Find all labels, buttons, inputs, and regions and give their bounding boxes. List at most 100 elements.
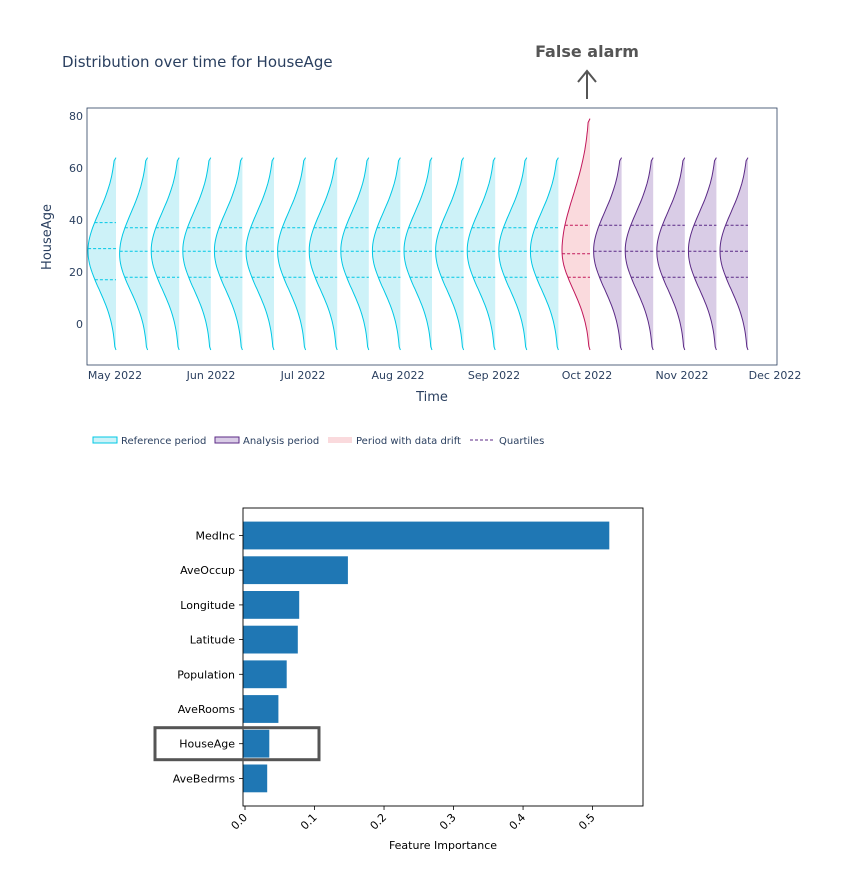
violin-fill	[340, 157, 369, 350]
bar-plot-area	[242, 507, 644, 807]
violin-fill	[182, 157, 211, 350]
violin-outline	[624, 157, 654, 351]
bar-latitude	[243, 625, 298, 654]
violin-fill	[562, 118, 590, 350]
x-tick-label: 0.5	[576, 811, 598, 833]
violin-outline	[687, 157, 717, 351]
x-tick-label: 0.3	[437, 811, 459, 833]
violin-outline	[466, 157, 496, 351]
violin-outline	[277, 157, 307, 351]
violin-outline	[182, 157, 212, 351]
violin-outline	[593, 157, 623, 351]
x-tick-label: Nov 2022	[656, 369, 709, 382]
legend-item-quartiles[interactable]: Quartiles	[470, 436, 544, 447]
y-tick-label-houseage: HouseAge	[179, 738, 235, 751]
x-tick-label: 0.2	[368, 811, 390, 833]
y-tick-label-latitude: Latitude	[190, 634, 236, 647]
violin-outline	[719, 157, 749, 351]
violin-fill	[246, 157, 274, 350]
violin-outline	[213, 157, 243, 351]
violin-outline	[561, 118, 591, 351]
violin-outline	[87, 157, 117, 351]
violin-fill	[467, 157, 496, 350]
violin-outline	[656, 157, 686, 351]
x-tick-label: 0.4	[507, 811, 529, 833]
y-tick-label: 40	[69, 214, 83, 227]
bar-chart: MedInc AveOccup Longitude Latitude Populatio…	[153, 507, 644, 852]
violin-fill	[720, 157, 748, 350]
violin-legend: Reference period Analysis period Period …	[92, 436, 544, 447]
x-tick-label: 0.1	[298, 811, 320, 833]
violin-outline	[403, 157, 433, 351]
violin-outline	[371, 157, 401, 351]
violin-fill	[372, 157, 401, 350]
legend-item-reference[interactable]: Reference period	[92, 436, 206, 447]
bar-houseage	[243, 729, 270, 758]
violin-outline	[150, 157, 180, 351]
legend-item-drift[interactable]: Period with data drift	[328, 436, 461, 447]
x-tick-label: Sep 2022	[468, 369, 520, 382]
violin-fill	[435, 157, 464, 350]
y-tick-label-averooms: AveRooms	[178, 703, 235, 716]
bar-x-ticks: 0.0 0.1 0.2 0.3 0.4 0.5	[229, 806, 598, 832]
legend-label-analysis: Analysis period	[243, 436, 319, 447]
violin-fill	[530, 157, 559, 350]
bar-series	[243, 521, 610, 793]
x-tick-label: Aug 2022	[372, 369, 425, 382]
x-tick-label: Jul 2022	[280, 369, 326, 382]
violin-outline	[119, 157, 149, 351]
bar-x-axis-label: Feature Importance	[389, 839, 497, 852]
legend-label-quartiles: Quartiles	[499, 436, 544, 447]
violin-fill	[214, 157, 243, 350]
bar-avebedrms	[243, 764, 268, 793]
violin-fill	[404, 157, 432, 350]
y-tick-label: 20	[69, 266, 83, 279]
violin-outline	[498, 157, 528, 351]
false-alarm-label: False alarm	[535, 42, 639, 61]
violin-outline	[435, 157, 465, 351]
legend-item-analysis[interactable]: Analysis period	[214, 436, 319, 447]
y-tick-label: 60	[69, 162, 83, 175]
violin-fill	[88, 157, 116, 350]
highlight-box	[153, 726, 321, 762]
violin-outline	[340, 157, 370, 351]
violin-outline	[245, 157, 275, 351]
violin-outline	[529, 157, 559, 351]
violin-y-axis-label: HouseAge	[40, 204, 55, 270]
violin-x-axis-label: Time	[415, 390, 448, 405]
y-tick-label-population: Population	[177, 668, 235, 681]
legend-label-drift: Period with data drift	[356, 436, 461, 447]
violin-fill	[625, 157, 654, 350]
bar-medinc	[243, 521, 610, 550]
false-alarm-arrow-icon	[577, 69, 597, 99]
violin-fill	[309, 157, 338, 350]
y-tick-label-avebedrms: AveBedrms	[173, 772, 235, 785]
violin-x-ticks: May 2022 Jun 2022 Jul 2022 Aug 2022 Sep 2022…	[88, 369, 802, 382]
y-tick-label-aveoccup: AveOccup	[180, 564, 235, 577]
bar-longitude	[243, 591, 300, 619]
legend-label-reference: Reference period	[121, 436, 206, 447]
y-tick-label-medinc: MedInc	[195, 530, 235, 543]
violin-fill	[119, 157, 148, 350]
violin-fill	[498, 157, 527, 350]
violin-y-ticks: 0 20 40 60 80	[69, 110, 83, 331]
x-tick-label: Jun 2022	[186, 369, 236, 382]
bar-population	[243, 660, 287, 689]
y-tick-label-longitude: Longitude	[180, 599, 235, 612]
bar-averooms	[243, 695, 279, 723]
y-tick-label: 80	[69, 110, 83, 123]
violin-fill	[688, 157, 717, 350]
bar-aveoccup	[243, 556, 348, 585]
bar-y-ticks: MedInc AveOccup Longitude Latitude Populatio…	[173, 530, 243, 785]
violin-chart: Distribution over time for HouseAge 0 20 4…	[40, 42, 801, 447]
x-tick-label: 0.0	[229, 811, 251, 833]
violin-fill	[593, 157, 622, 350]
violin-series	[87, 118, 749, 351]
x-tick-label: Dec 2022	[749, 369, 802, 382]
violin-outline	[308, 157, 338, 351]
x-tick-label: May 2022	[88, 369, 142, 382]
violin-fill	[277, 157, 306, 350]
y-tick-label: 0	[76, 318, 83, 331]
violin-fill	[656, 157, 685, 350]
